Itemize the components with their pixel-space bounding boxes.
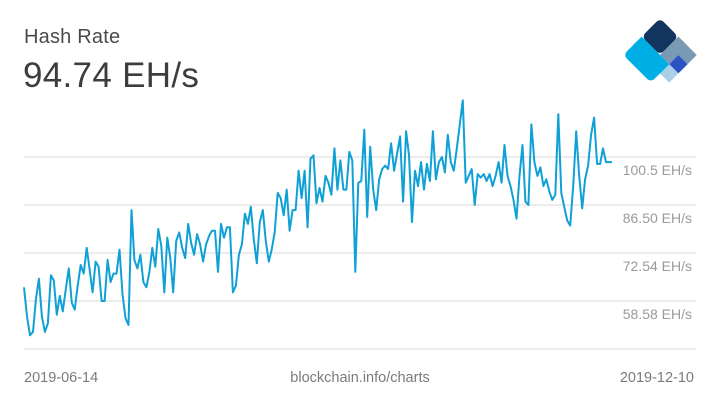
current-value: 94.74 EH/s — [23, 56, 200, 95]
blockchain-logo-icon — [625, 20, 697, 83]
y-axis-label: 72.54 EH/s — [622, 258, 692, 274]
source-link[interactable]: blockchain.info/charts — [290, 370, 430, 386]
y-axis-label: 58.58 EH/s — [622, 306, 692, 322]
start-date: 2019-06-14 — [24, 370, 99, 386]
end-date: 2019-12-10 — [619, 370, 694, 386]
y-axis-label: 100.5 EH/s — [622, 162, 692, 178]
hash-rate-line — [23, 99, 612, 337]
chart-gridlines — [24, 156, 696, 350]
y-axis-label: 86.50 EH/s — [622, 210, 692, 226]
chart-title: Hash Rate — [24, 26, 121, 48]
